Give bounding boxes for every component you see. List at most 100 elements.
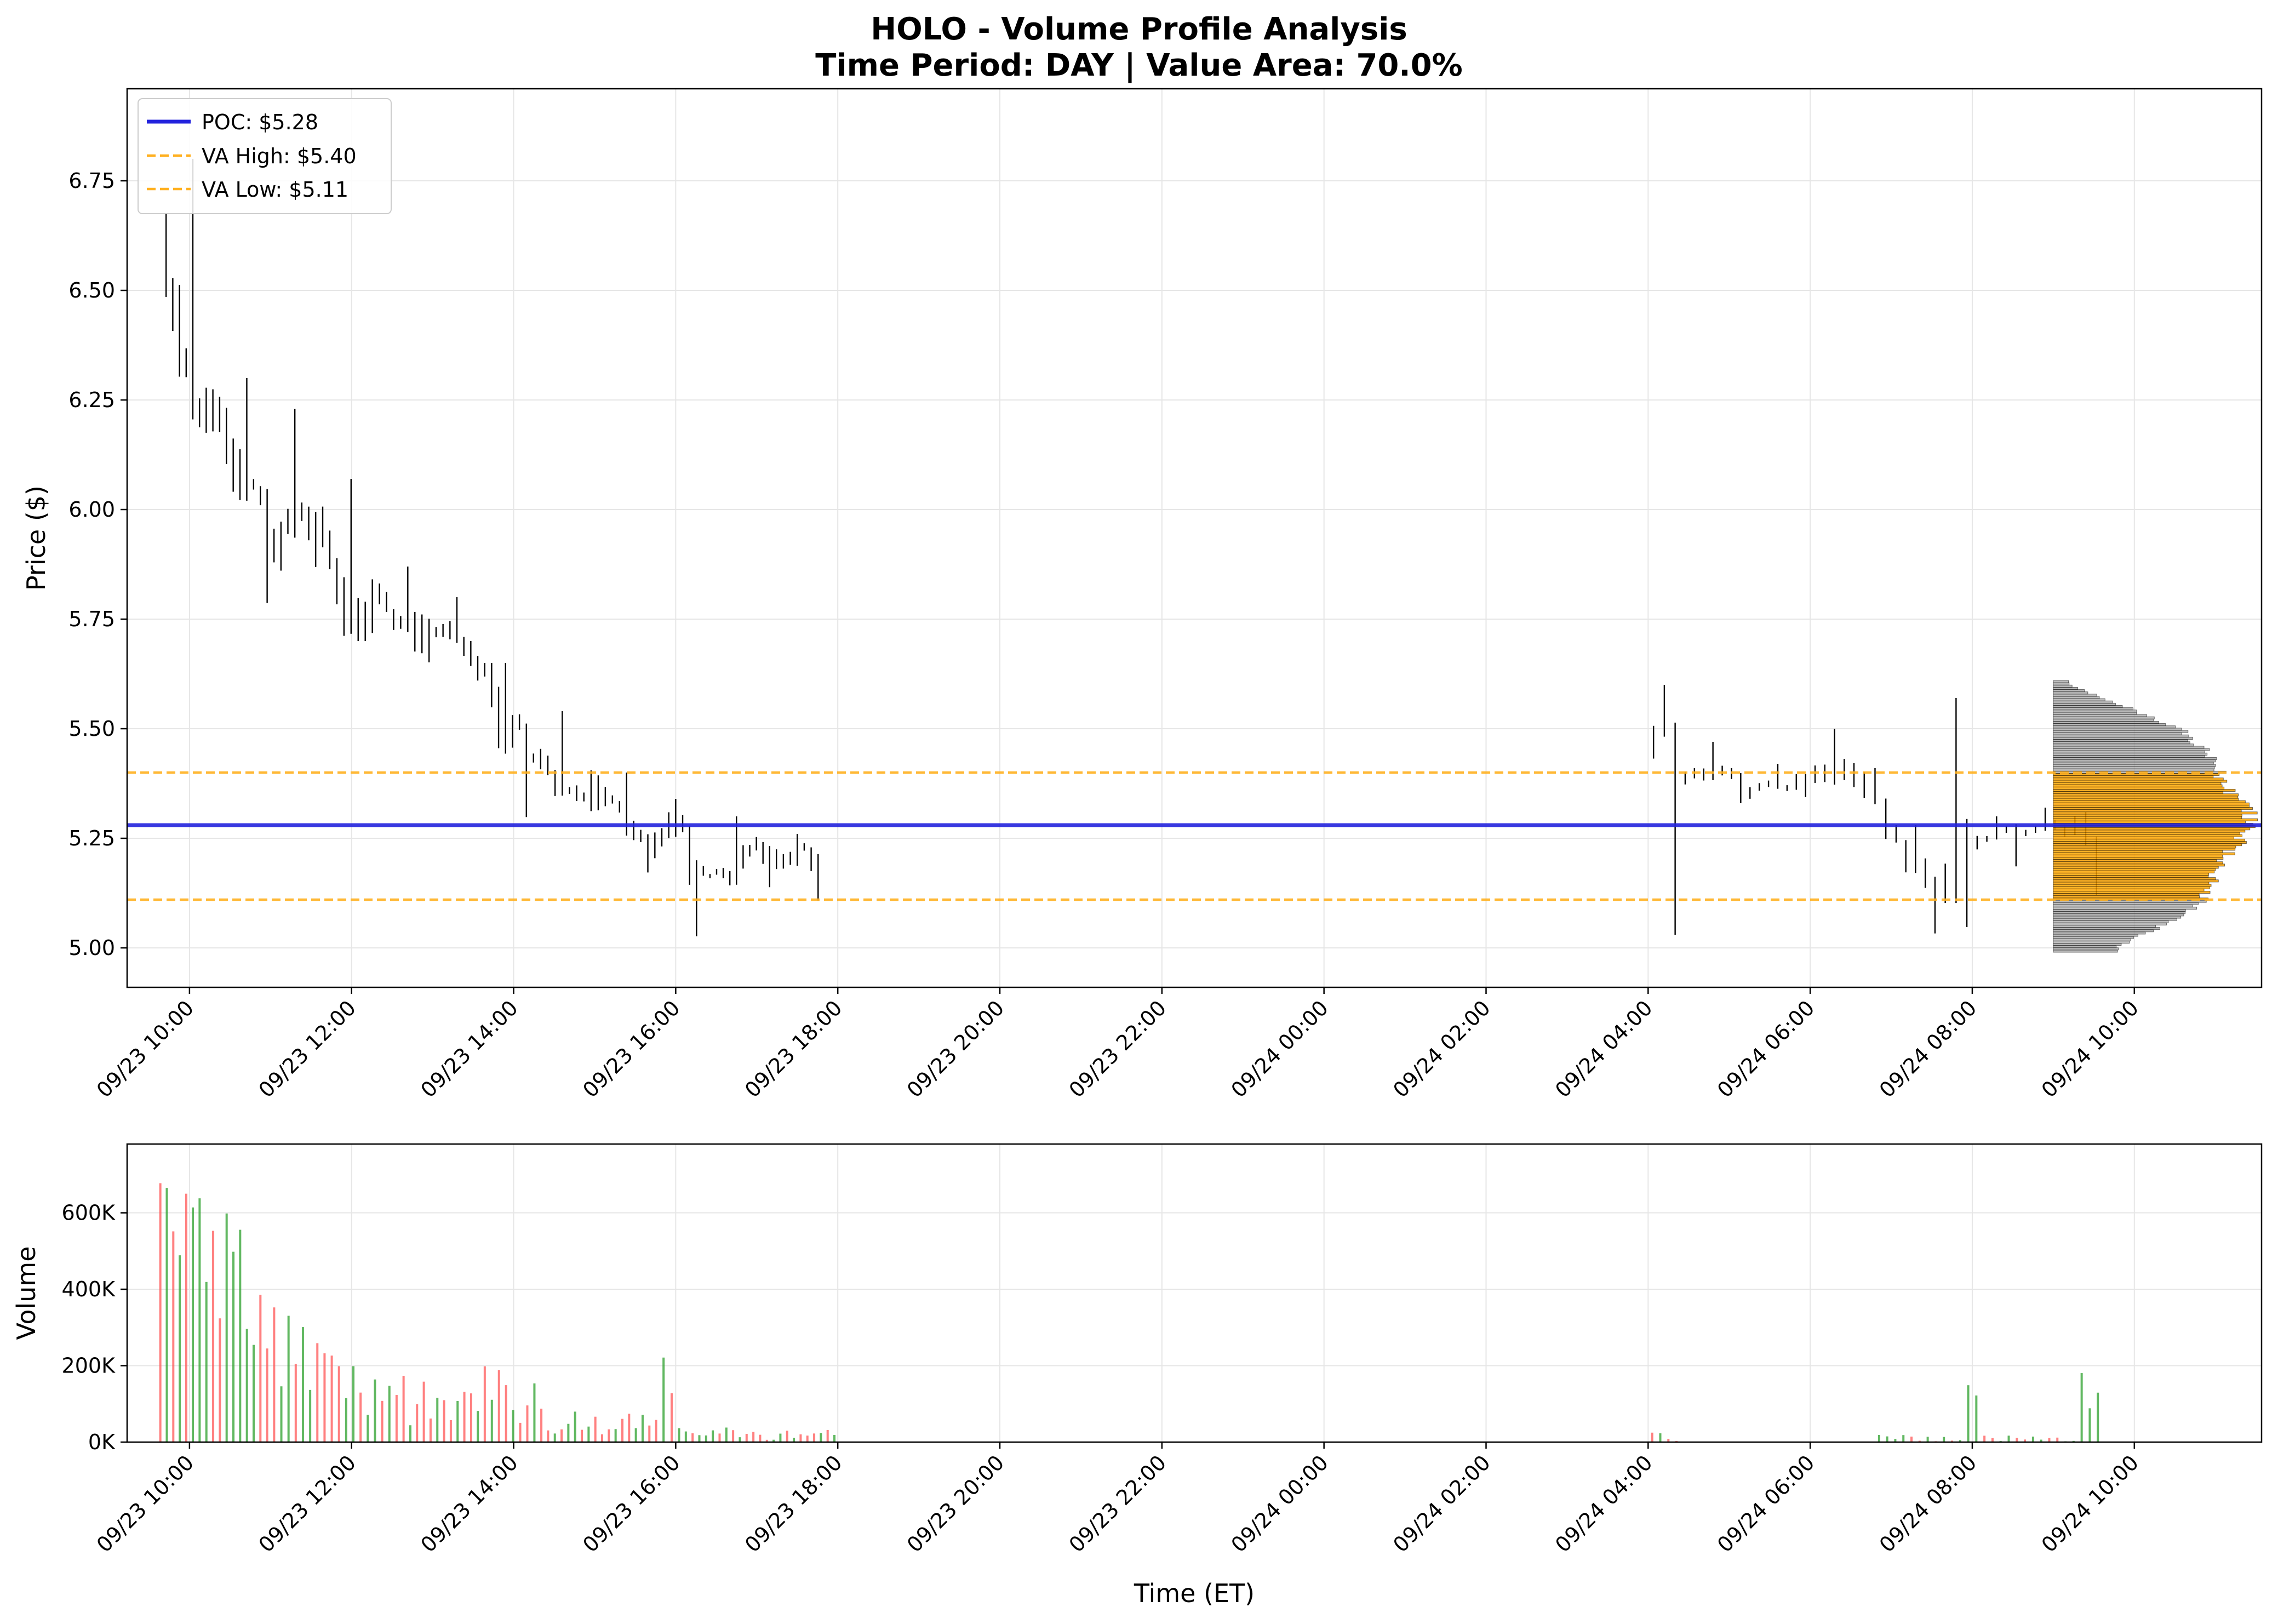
profile-bar bbox=[2053, 832, 2240, 835]
volume-bar bbox=[273, 1307, 276, 1442]
volume-bar bbox=[287, 1316, 290, 1442]
price-y-tick-label: 6.75 bbox=[68, 169, 115, 193]
profile-bar bbox=[2053, 875, 2209, 878]
volume-bar bbox=[772, 1439, 775, 1442]
profile-bar bbox=[2053, 820, 2246, 824]
volume-bar bbox=[367, 1415, 369, 1442]
volume-bar bbox=[820, 1433, 822, 1442]
legend-poc-label: POC: $5.28 bbox=[202, 110, 318, 134]
volume-x-tick-label: 09/24 02:00 bbox=[1388, 1450, 1495, 1557]
volume-bar bbox=[765, 1439, 768, 1442]
volume-bar bbox=[436, 1398, 439, 1442]
profile-bar bbox=[2053, 924, 2156, 928]
price-x-tick-label: 09/23 10:00 bbox=[92, 996, 199, 1102]
profile-bar bbox=[2053, 705, 2123, 708]
volume-x-tick-label: 09/23 10:00 bbox=[92, 1450, 199, 1557]
profile-bar bbox=[2053, 890, 2211, 894]
level-lines bbox=[127, 771, 2262, 901]
profile-bar bbox=[2053, 680, 2069, 683]
profile-bar bbox=[2053, 943, 2122, 946]
price-y-tick-label: 5.50 bbox=[68, 717, 115, 741]
profile-bar bbox=[2053, 796, 2239, 799]
volume-bar bbox=[779, 1433, 782, 1442]
profile-bar bbox=[2053, 848, 2236, 851]
volume-bar bbox=[833, 1434, 836, 1442]
volume-x-tick-label: 09/23 20:00 bbox=[902, 1450, 1009, 1557]
price-x-tick-label: 09/24 08:00 bbox=[1875, 996, 1982, 1102]
volume-bar bbox=[477, 1411, 479, 1442]
volume-bar bbox=[547, 1430, 550, 1442]
volume-bar bbox=[621, 1419, 623, 1442]
volume-bar bbox=[1975, 1395, 1978, 1442]
volume-bar bbox=[594, 1416, 597, 1442]
volume-bar bbox=[316, 1343, 319, 1442]
profile-bar bbox=[2053, 854, 2223, 857]
profile-bar bbox=[2053, 766, 2215, 769]
volume-x-tick-label: 09/24 06:00 bbox=[1713, 1450, 1819, 1557]
volume-bar bbox=[463, 1392, 466, 1442]
price-x-tick-label: 09/23 12:00 bbox=[254, 996, 361, 1102]
price-y-label: Price ($) bbox=[21, 485, 51, 591]
volume-bar bbox=[395, 1395, 398, 1442]
profile-bar bbox=[2053, 895, 2200, 899]
price-candles bbox=[165, 159, 2097, 936]
volume-bar bbox=[1983, 1436, 1986, 1442]
volume-bar bbox=[225, 1213, 228, 1442]
volume-bar bbox=[553, 1433, 556, 1442]
profile-bar bbox=[2053, 759, 2216, 763]
volume-bar bbox=[1943, 1437, 1945, 1442]
price-plot-frame bbox=[126, 88, 2263, 988]
volume-bar bbox=[219, 1318, 221, 1442]
profile-bar bbox=[2053, 802, 2250, 805]
volume-bar bbox=[826, 1429, 829, 1442]
profile-bar bbox=[2053, 764, 2216, 767]
profile-bar bbox=[2053, 777, 2224, 781]
volume-bar bbox=[309, 1389, 312, 1442]
profile-bar bbox=[2053, 739, 2188, 742]
profile-bar bbox=[2053, 800, 2246, 803]
volume-bar bbox=[567, 1423, 570, 1442]
profile-bar bbox=[2053, 698, 2105, 701]
volume-bar bbox=[684, 1431, 687, 1442]
volume-bar bbox=[678, 1428, 680, 1442]
volume-bar bbox=[422, 1381, 425, 1442]
volume-bar bbox=[470, 1393, 472, 1442]
volume-bar bbox=[2016, 1438, 2018, 1442]
volume-bar bbox=[2048, 1438, 2051, 1442]
volume-bar bbox=[2080, 1373, 2083, 1442]
volume-bar bbox=[718, 1433, 721, 1442]
profile-bar bbox=[2053, 746, 2205, 749]
volume-bar bbox=[2024, 1439, 2027, 1442]
volume-bar bbox=[402, 1375, 405, 1442]
volume-bar bbox=[2088, 1408, 2091, 1442]
volume-bar bbox=[259, 1295, 262, 1442]
volume-bar bbox=[1967, 1385, 1970, 1442]
volume-bar bbox=[245, 1329, 248, 1442]
volume-bar bbox=[1959, 1440, 1961, 1442]
profile-bar bbox=[2053, 827, 2251, 831]
volume-x-ticks: 09/23 10:00 09/23 12:00 09/23 14:00 09/23 1… bbox=[92, 1442, 2143, 1557]
profile-bar bbox=[2053, 741, 2190, 745]
profile-bar bbox=[2053, 752, 2208, 756]
volume-bar bbox=[655, 1420, 657, 1442]
profile-bar bbox=[2053, 816, 2242, 819]
volume-bar bbox=[2056, 1437, 2059, 1442]
volume-bar bbox=[526, 1405, 529, 1442]
volume-bar bbox=[540, 1408, 543, 1442]
profile-bar bbox=[2053, 922, 2167, 925]
volume-bar bbox=[205, 1282, 208, 1442]
profile-bar bbox=[2053, 841, 2247, 844]
profile-bar bbox=[2053, 834, 2242, 837]
volume-profile-histogram bbox=[2053, 680, 2258, 953]
volume-bar bbox=[786, 1431, 788, 1442]
volume-bar bbox=[185, 1193, 187, 1442]
profile-bar bbox=[2053, 807, 2253, 810]
profile-bar bbox=[2053, 730, 2189, 733]
volume-bar bbox=[1659, 1433, 1662, 1442]
volume-bars bbox=[159, 1183, 2099, 1442]
profile-bar bbox=[2053, 804, 2250, 808]
volume-y-tick-label: 0K bbox=[88, 1430, 116, 1454]
price-x-tick-label: 09/24 04:00 bbox=[1550, 996, 1657, 1102]
volume-grid bbox=[127, 1144, 2262, 1443]
volume-y-tick-label: 200K bbox=[62, 1354, 116, 1378]
